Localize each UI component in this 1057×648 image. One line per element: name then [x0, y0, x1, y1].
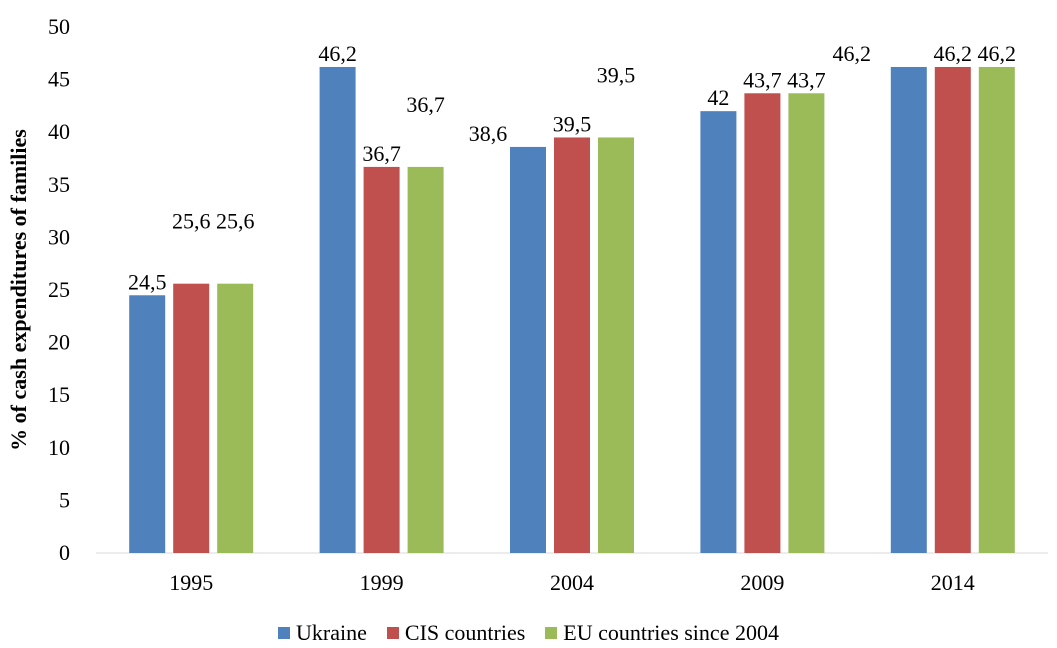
legend-swatch [278, 627, 291, 639]
data-label: 43,7 [787, 67, 826, 92]
bar-ukraine-2009 [700, 111, 737, 553]
y-tick-label: 5 [59, 487, 70, 512]
bar-eu-countries-since-2004-2004 [598, 137, 634, 553]
y-tick-label: 50 [48, 14, 70, 39]
data-label: 43,7 [743, 67, 782, 92]
legend-label: EU countries since 2004 [563, 620, 779, 645]
data-label: 42 [707, 85, 729, 110]
data-label: 46,2 [978, 41, 1017, 66]
data-label: 39,5 [553, 111, 592, 136]
bar-eu-countries-since-2004-2009 [788, 93, 825, 553]
y-tick-label: 10 [48, 435, 70, 460]
y-tick-label: 35 [48, 172, 70, 197]
x-tick-label: 2014 [931, 570, 975, 595]
bar-ukraine-2004 [510, 146, 546, 554]
legend-label: CIS countries [404, 620, 526, 645]
legend: Ukraine CIS countries EU countries since 2… [0, 620, 1057, 646]
data-label: 36,7 [362, 141, 401, 166]
bar-cis-countries-2004 [554, 137, 590, 553]
y-tick-label: 20 [48, 330, 70, 355]
bar-chart: % of cash expenditures of families 0 5 10 1… [6, 14, 1048, 595]
data-label: 25,6 [172, 209, 211, 234]
data-label: 46,2 [934, 41, 973, 66]
data-label: 46,2 [833, 41, 872, 66]
legend-item: Ukraine [278, 620, 367, 646]
y-tick-label: 15 [48, 382, 70, 407]
data-label: 38,6 [469, 121, 508, 146]
y-tick-label: 45 [48, 67, 70, 92]
x-tick-label: 2009 [740, 570, 784, 595]
legend-item: CIS countries [386, 620, 526, 646]
data-label: 39,5 [597, 62, 636, 87]
legend-item: EU countries since 2004 [545, 620, 779, 646]
x-tick-label: 1999 [360, 570, 404, 595]
data-label: 46,2 [318, 41, 357, 66]
data-label: 24,5 [128, 269, 167, 294]
bar-cis-countries-1999 [363, 166, 400, 553]
bar-eu-countries-since-2004-1999 [407, 166, 444, 553]
data-label: 36,7 [406, 92, 445, 117]
legend-swatch [386, 627, 399, 639]
legend-label: Ukraine [296, 620, 367, 645]
y-tick-label: 30 [48, 224, 70, 249]
y-tick-label: 40 [48, 119, 70, 144]
bar-ukraine-1999 [319, 66, 356, 553]
bar-cis-countries-1995 [173, 283, 210, 553]
y-tick-label: 0 [59, 540, 70, 565]
bar-cis-countries-2009 [744, 93, 781, 553]
bar-eu-countries-since-2004-1995 [217, 283, 254, 553]
y-axis-title: % of cash expenditures of families [6, 129, 31, 451]
bar-ukraine-1995 [129, 295, 166, 553]
x-tick-label: 2004 [550, 570, 594, 595]
data-label: 25,6 [216, 209, 255, 234]
bar-ukraine-2014 [890, 66, 927, 553]
legend-swatch [545, 627, 558, 639]
bar-cis-countries-2014 [934, 66, 971, 553]
x-tick-label: 1995 [169, 570, 213, 595]
bar-eu-countries-since-2004-2014 [978, 66, 1015, 553]
y-tick-label: 25 [48, 277, 70, 302]
